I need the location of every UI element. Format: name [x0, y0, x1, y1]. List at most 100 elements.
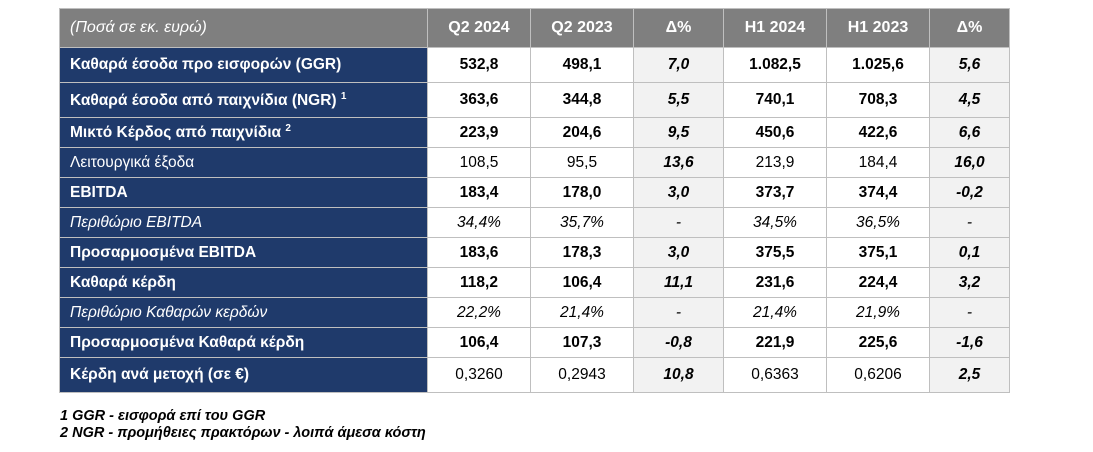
cell-q2-2023: 106,4	[530, 267, 634, 298]
cell-q2-2024: 0,3260	[427, 357, 531, 393]
cell-h1-2023: 422,6	[826, 117, 930, 148]
units-label: (Ποσά σε εκ. ευρώ)	[59, 8, 428, 48]
cell-q2-delta: 10,8	[633, 357, 724, 393]
cell-q2-delta: -	[633, 207, 724, 238]
cell-q2-2024: 223,9	[427, 117, 531, 148]
row-label: Προσαρμοσμένα Καθαρά κέρδη	[59, 327, 428, 358]
footnote-marker: 2	[285, 123, 291, 134]
cell-h1-2023: 0,6206	[826, 357, 930, 393]
cell-q2-2023: 178,3	[530, 237, 634, 268]
cell-h1-2024: 450,6	[723, 117, 827, 148]
cell-q2-2024: 183,4	[427, 177, 531, 208]
table-row: Καθαρά έσοδα προ εισφορών (GGR) 532,8 49…	[59, 47, 1010, 83]
cell-q2-2023: 35,7%	[530, 207, 634, 238]
cell-q2-delta: -0,8	[633, 327, 724, 358]
cell-q2-2024: 22,2%	[427, 297, 531, 328]
table-row: Λειτουργικά έξοδα 108,5 95,5 13,6 213,9 …	[59, 147, 1010, 178]
cell-q2-delta: 13,6	[633, 147, 724, 178]
row-label: Προσαρμοσμένα EBITDA	[59, 237, 428, 268]
cell-h1-2024: 740,1	[723, 82, 827, 118]
cell-q2-2024: 118,2	[427, 267, 531, 298]
cell-h1-delta: 16,0	[929, 147, 1010, 178]
cell-q2-2024: 363,6	[427, 82, 531, 118]
cell-q2-delta: 9,5	[633, 117, 724, 148]
footnote-marker: 1	[340, 90, 347, 102]
cell-h1-delta: 5,6	[929, 47, 1010, 83]
cell-h1-2023: 21,9%	[826, 297, 930, 328]
cell-q2-2023: 95,5	[530, 147, 634, 178]
cell-q2-2024: 106,4	[427, 327, 531, 358]
row-label: EBITDA	[59, 177, 428, 208]
table-row: Περιθώριο Καθαρών κερδών 22,2% 21,4% - 2…	[59, 297, 1010, 328]
table-row: Καθαρά έσοδα από παιχνίδια (NGR) 1 363,6…	[59, 82, 1010, 118]
row-label: Λειτουργικά έξοδα	[59, 147, 428, 178]
table-row: Μικτό Κέρδος από παιχνίδια 2 223,9 204,6…	[59, 117, 1010, 148]
table-row: Κέρδη ανά μετοχή (σε €) 0,3260 0,2943 10…	[59, 357, 1010, 393]
footnotes: 1 GGR - εισφορά επί του GGR 2 NGR - προμ…	[60, 408, 426, 442]
financial-results-table: (Ποσά σε εκ. ευρώ) Q2 2024 Q2 2023 Δ% H1…	[59, 8, 1010, 393]
cell-h1-2024: 21,4%	[723, 297, 827, 328]
cell-q2-2024: 183,6	[427, 237, 531, 268]
cell-h1-delta: -	[929, 207, 1010, 238]
cell-q2-2023: 498,1	[530, 47, 634, 83]
col-header-q2-2024: Q2 2024	[427, 8, 531, 48]
cell-h1-2023: 374,4	[826, 177, 930, 208]
cell-h1-2024: 373,7	[723, 177, 827, 208]
cell-h1-delta: -1,6	[929, 327, 1010, 358]
cell-h1-delta: 2,5	[929, 357, 1010, 393]
cell-h1-delta: 4,5	[929, 82, 1010, 118]
cell-h1-2024: 231,6	[723, 267, 827, 298]
cell-h1-2024: 1.082,5	[723, 47, 827, 83]
cell-h1-delta: -	[929, 297, 1010, 328]
cell-h1-delta: 3,2	[929, 267, 1010, 298]
row-label: Περιθώριο Καθαρών κερδών	[59, 297, 428, 328]
table-row: Καθαρά κέρδη 118,2 106,4 11,1 231,6 224,…	[59, 267, 1010, 298]
cell-q2-2023: 178,0	[530, 177, 634, 208]
cell-h1-delta: -0,2	[929, 177, 1010, 208]
row-label: Κέρδη ανά μετοχή (σε €)	[59, 357, 428, 393]
cell-h1-delta: 6,6	[929, 117, 1010, 148]
cell-h1-2023: 375,1	[826, 237, 930, 268]
col-header-h1-delta: Δ%	[929, 8, 1010, 48]
cell-h1-delta: 0,1	[929, 237, 1010, 268]
row-label: Περιθώριο EBITDA	[59, 207, 428, 238]
cell-q2-2024: 34,4%	[427, 207, 531, 238]
cell-q2-2024: 108,5	[427, 147, 531, 178]
cell-q2-delta: 11,1	[633, 267, 724, 298]
row-label: Καθαρά έσοδα προ εισφορών (GGR)	[59, 47, 428, 83]
cell-q2-delta: 3,0	[633, 237, 724, 268]
cell-q2-2023: 204,6	[530, 117, 634, 148]
cell-h1-2023: 224,4	[826, 267, 930, 298]
cell-h1-2023: 184,4	[826, 147, 930, 178]
cell-h1-2024: 213,9	[723, 147, 827, 178]
col-header-h1-2023: H1 2023	[826, 8, 930, 48]
cell-h1-2023: 1.025,6	[826, 47, 930, 83]
cell-h1-2023: 36,5%	[826, 207, 930, 238]
table-row: Προσαρμοσμένα EBITDA 183,6 178,3 3,0 375…	[59, 237, 1010, 268]
cell-h1-2023: 225,6	[826, 327, 930, 358]
table-header-row: (Ποσά σε εκ. ευρώ) Q2 2024 Q2 2023 Δ% H1…	[59, 8, 1010, 48]
row-label: Καθαρά κέρδη	[59, 267, 428, 298]
financial-table-wrapper: (Ποσά σε εκ. ευρώ) Q2 2024 Q2 2023 Δ% H1…	[59, 8, 1010, 393]
cell-q2-delta: 5,5	[633, 82, 724, 118]
cell-q2-delta: 7,0	[633, 47, 724, 83]
table-row: Προσαρμοσμένα Καθαρά κέρδη 106,4 107,3 -…	[59, 327, 1010, 358]
row-label: Καθαρά έσοδα από παιχνίδια (NGR) 1	[59, 82, 428, 118]
table-row: Περιθώριο EBITDA 34,4% 35,7% - 34,5% 36,…	[59, 207, 1010, 238]
cell-q2-2023: 21,4%	[530, 297, 634, 328]
cell-q2-2023: 107,3	[530, 327, 634, 358]
row-label: Μικτό Κέρδος από παιχνίδια 2	[59, 117, 428, 148]
cell-q2-2023: 344,8	[530, 82, 634, 118]
col-header-h1-2024: H1 2024	[723, 8, 827, 48]
table-row: EBITDA 183,4 178,0 3,0 373,7 374,4 -0,2	[59, 177, 1010, 208]
cell-q2-2023: 0,2943	[530, 357, 634, 393]
col-header-q2-delta: Δ%	[633, 8, 724, 48]
cell-h1-2024: 0,6363	[723, 357, 827, 393]
col-header-q2-2023: Q2 2023	[530, 8, 634, 48]
cell-q2-delta: -	[633, 297, 724, 328]
cell-q2-delta: 3,0	[633, 177, 724, 208]
cell-q2-2024: 532,8	[427, 47, 531, 83]
cell-h1-2023: 708,3	[826, 82, 930, 118]
cell-h1-2024: 34,5%	[723, 207, 827, 238]
cell-h1-2024: 375,5	[723, 237, 827, 268]
